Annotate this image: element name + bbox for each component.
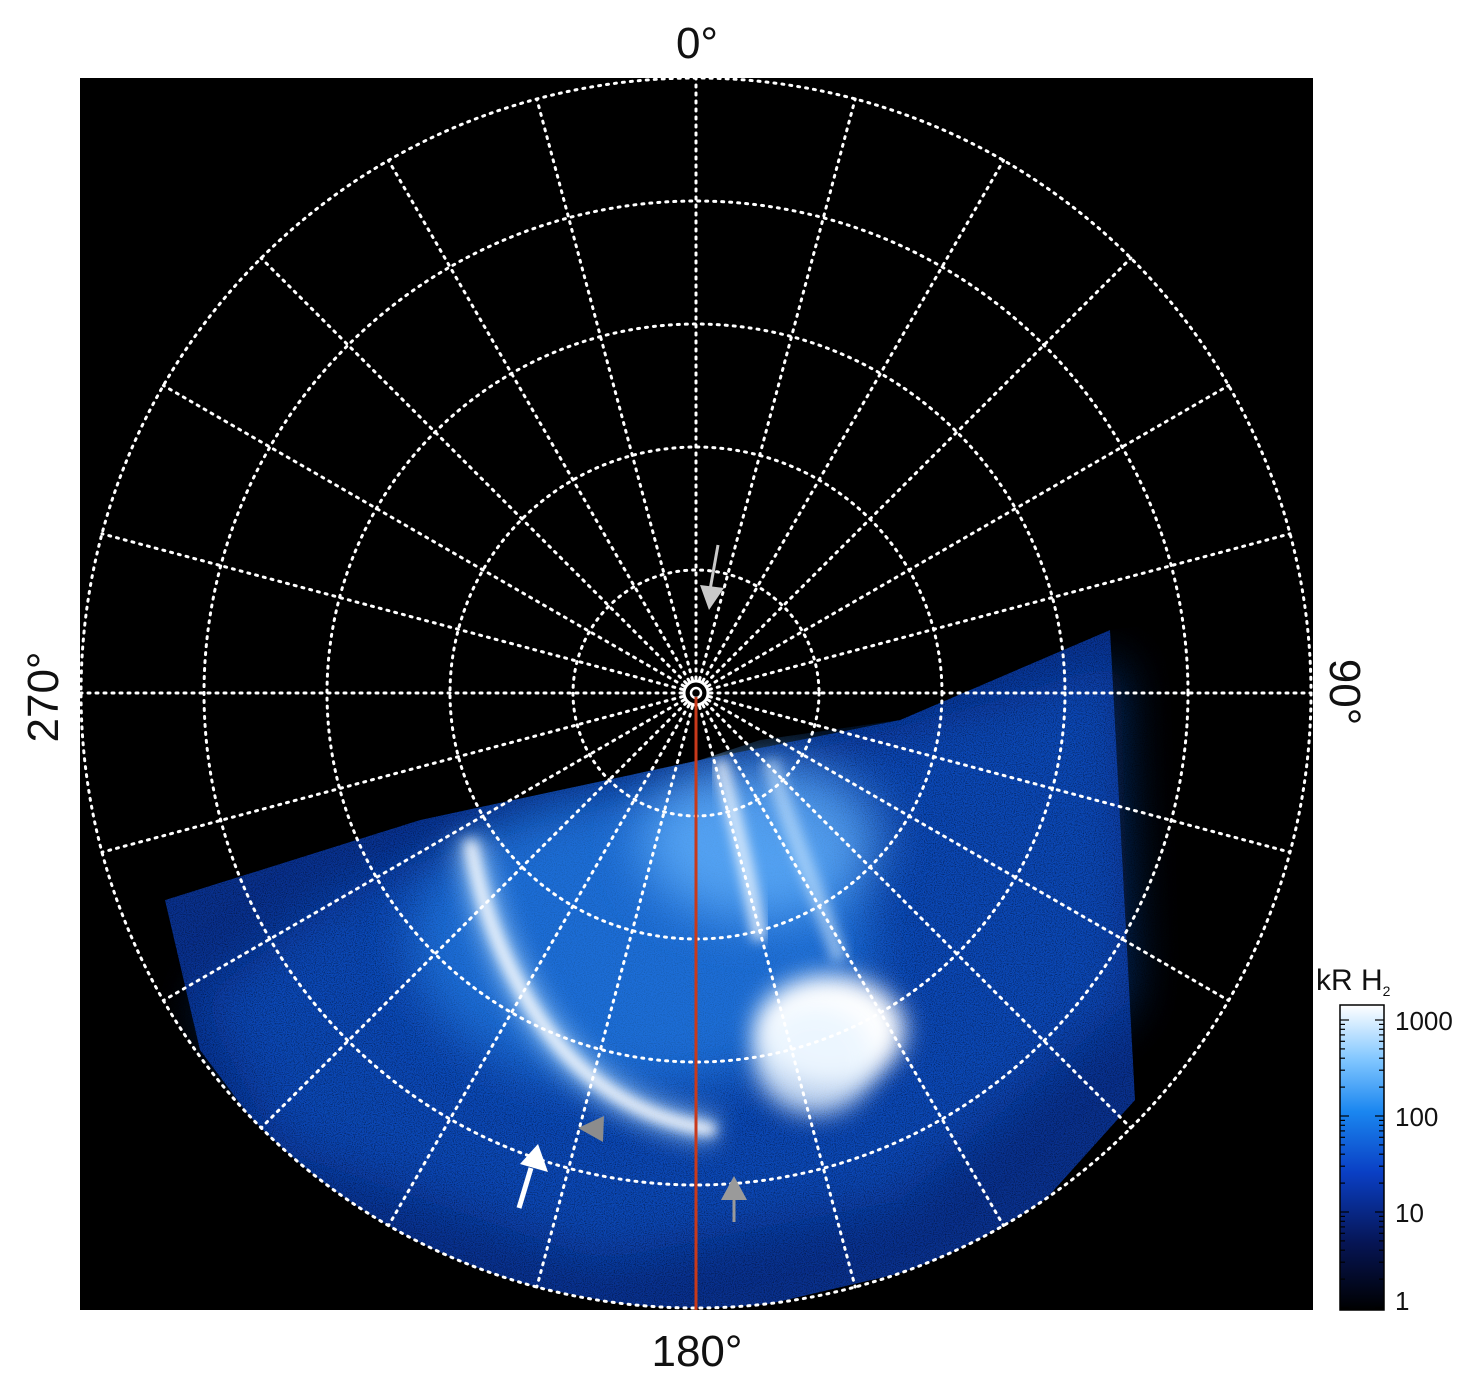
colorbar-gradient xyxy=(1339,1004,1385,1311)
colorbar-title: kR H2 xyxy=(1316,964,1391,999)
arrow-top-gray-icon xyxy=(700,544,724,610)
label-270-degrees: 270° xyxy=(19,651,68,742)
arrowhead-gray-left-icon xyxy=(578,1116,604,1142)
arrow-gray-bottom-icon xyxy=(721,1176,747,1222)
grid-ring xyxy=(202,199,1190,1187)
night-side-mask xyxy=(81,78,1311,920)
colorbar-tick-label-100: 100 xyxy=(1395,1102,1438,1132)
colorbar-tick-label-1000: 1000 xyxy=(1395,1006,1453,1036)
colorbar-tick-label-1: 1 xyxy=(1395,1286,1409,1316)
label-90-degrees: 90° xyxy=(1320,659,1369,726)
label-0-degrees: 0° xyxy=(676,19,718,68)
colorbar-title-subscript: 2 xyxy=(1383,983,1391,999)
arrow-white-icon xyxy=(516,1144,548,1209)
label-180-degrees: 180° xyxy=(651,1327,742,1376)
colorbar-tick-label-10: 10 xyxy=(1395,1198,1424,1228)
colorbar: kR H2 1000 100 10 1 xyxy=(1316,964,1453,1316)
